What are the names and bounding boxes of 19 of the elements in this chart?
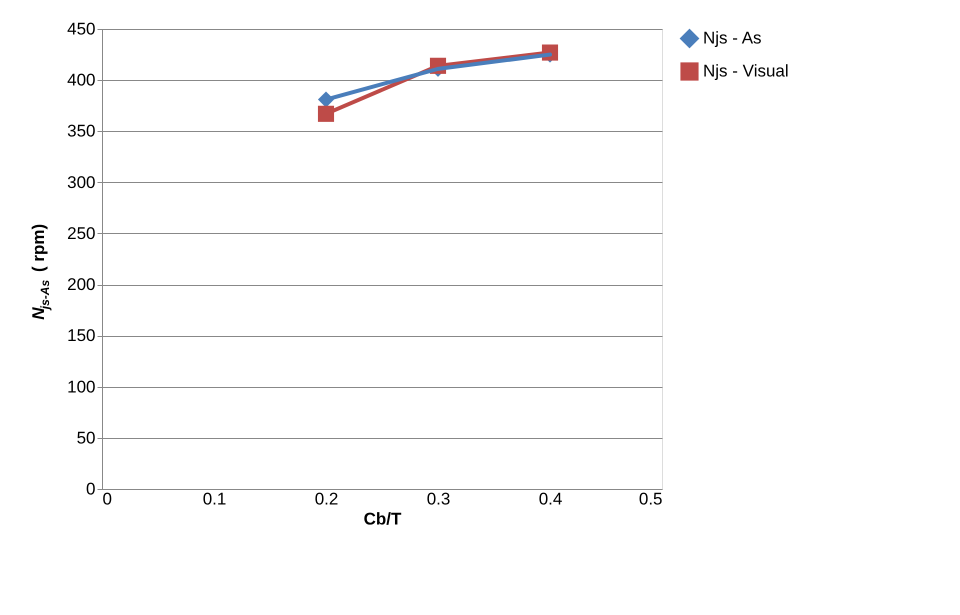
y-tick-label: 50 [76,428,96,448]
x-tick-label: 0.3 [426,490,450,508]
x-tick-label: 0 [102,490,112,508]
y-tick-label: 200 [67,275,96,294]
y-tick-label: 150 [67,326,96,346]
y-tick-label: 350 [67,122,96,141]
y-tick-label: 300 [67,172,96,192]
x-tick-label: 0.2 [314,490,338,508]
x-axis-title: Cb/T [364,510,402,528]
legend-label: Njs - As [703,28,762,48]
y-axis-title: Njs-As ( rpm) [29,224,52,320]
y-tick-label: 100 [67,377,96,396]
y-tick-label: 250 [67,224,96,243]
x-tick-label: 0.5 [638,490,662,508]
y-tick-label: 400 [67,70,96,90]
x-tick-label: 0.4 [538,490,562,508]
x-tick-label: 0.1 [202,490,226,508]
legend-label: Njs - Visual [703,62,789,80]
y-tick-label: 450 [67,20,96,38]
